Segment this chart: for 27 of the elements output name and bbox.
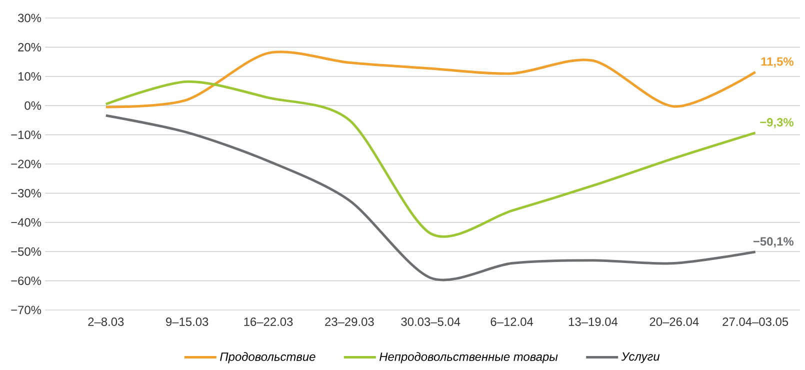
- y-tick-label: 0%: [24, 101, 42, 110]
- y-tick-label: −10%: [11, 130, 42, 140]
- y-tick-label: −40%: [11, 218, 42, 227]
- line-series: [104, 50, 757, 108]
- x-tick-label: 9–15.03: [166, 318, 208, 326]
- x-tick-label: 23–29.03: [325, 318, 374, 326]
- x-tick-label: 6–12.04: [490, 318, 534, 326]
- x-tick-label: 13–19.04: [568, 318, 618, 326]
- legend-label: Непродовольственные товары: [379, 352, 558, 364]
- y-tick-label: −30%: [11, 188, 42, 198]
- y-tick-label: −70%: [11, 306, 42, 314]
- x-tick-label: 30.03–5.04: [401, 318, 460, 326]
- y-tick-label: 30%: [18, 14, 42, 22]
- y-tick-label: −60%: [11, 276, 42, 286]
- y-tick-label: 10%: [18, 72, 42, 81]
- data-label: −50,1%: [753, 237, 794, 248]
- x-tick-label: 27.04–03.05: [722, 318, 788, 326]
- legend-label: Услуги: [621, 352, 660, 364]
- x-tick-label: 2–8.03: [88, 318, 124, 326]
- data-label: −9,3%: [760, 118, 794, 128]
- y-tick-label: 20%: [18, 42, 42, 52]
- data-label: 11,5%: [761, 57, 794, 68]
- x-tick-label: 16–22.03: [244, 318, 293, 326]
- y-tick-label: −50%: [11, 247, 42, 256]
- y-tick-label: −20%: [11, 160, 42, 168]
- x-tick-label: 20–26.04: [650, 318, 699, 326]
- legend-label: Продовольствие: [220, 352, 316, 364]
